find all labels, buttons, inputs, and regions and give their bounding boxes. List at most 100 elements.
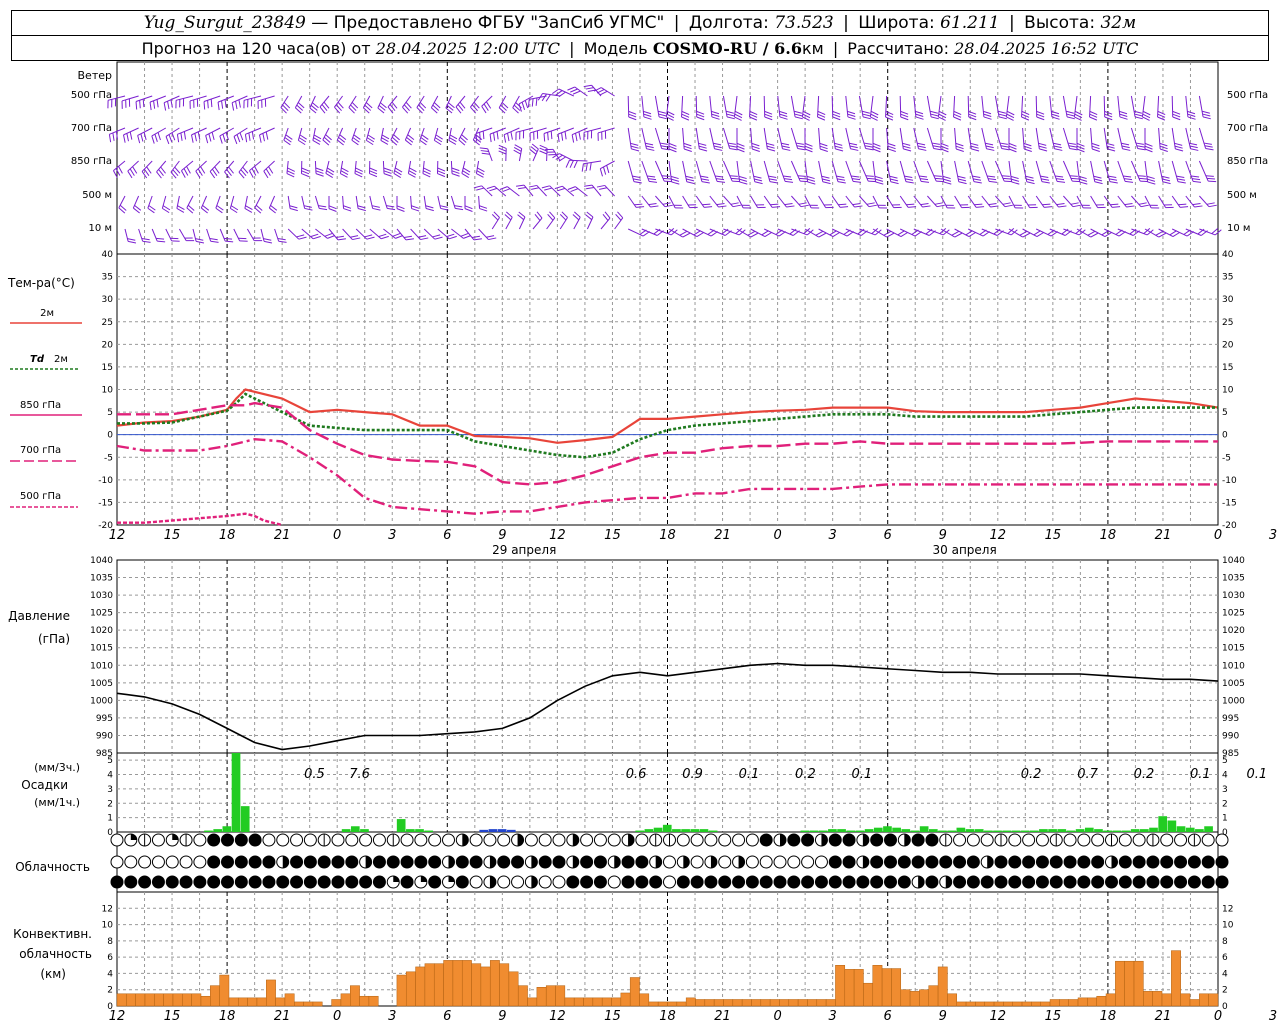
wind-barb-shaft	[1073, 95, 1078, 117]
wind-barb-feather	[1136, 145, 1145, 148]
wind-barb-feather	[133, 207, 140, 214]
wind-barb-feather	[543, 133, 546, 142]
conv-bar	[405, 971, 416, 1007]
wind-barb-shaft	[487, 148, 493, 162]
wind-barb-feather	[915, 113, 924, 118]
wind-barb-feather	[531, 187, 540, 190]
wind-barb-feather	[887, 145, 896, 150]
wind-barb-feather	[211, 131, 215, 140]
time-tick-label: 0	[1214, 528, 1222, 543]
cloud-octa-symbol	[1132, 875, 1146, 889]
wind-barb-feather	[446, 104, 454, 111]
wind-barb-feather	[599, 187, 608, 190]
precip-rain-bar	[1039, 829, 1048, 832]
precip-rain-bar	[1011, 830, 1021, 832]
temp-ytick-left: 10	[102, 386, 114, 396]
conv-bar	[825, 999, 836, 1007]
wind-barb-feather	[1208, 204, 1217, 208]
precip-rain-bar	[974, 829, 984, 832]
wind-barb-shaft	[668, 195, 676, 209]
wind-barb-feather	[933, 148, 942, 151]
wind-barb-feather	[158, 169, 164, 177]
precip-unit-3h: (мм/3ч.)	[34, 761, 80, 774]
cloud-octa-symbol	[884, 855, 897, 869]
wind-barb-shaft	[869, 95, 874, 117]
wind-barb-feather	[534, 213, 541, 221]
wind-barb-feather	[615, 213, 622, 221]
wind-barb-shaft	[478, 228, 489, 240]
wind-barb-shaft	[995, 195, 1006, 208]
cloud-octa-symbol	[524, 833, 538, 847]
wind-barb-shaft	[600, 87, 615, 97]
wind-barb-feather	[240, 169, 247, 177]
wind-barb-feather	[141, 238, 150, 241]
wind-barb-feather	[380, 140, 389, 145]
conv-bar	[350, 985, 360, 1007]
temp-ytick-right: 20	[1222, 340, 1234, 350]
pressure-ytick-left: 1010	[90, 661, 113, 671]
wind-barb-feather	[659, 142, 668, 145]
temp-ytick-left: 20	[102, 340, 114, 350]
conv-bar	[368, 995, 379, 1007]
wind-barb-shaft	[1130, 95, 1136, 117]
cloud-octa-symbol	[1063, 875, 1077, 889]
wind-barb-feather	[696, 231, 705, 238]
cloud-octa-symbol	[248, 833, 262, 847]
wind-barb-shaft	[464, 228, 475, 241]
wind-barb-feather	[968, 110, 977, 115]
wind-barb-feather	[195, 170, 201, 179]
wind-barb-feather	[725, 110, 734, 114]
wind-barb-feather	[387, 106, 394, 114]
wind-barb-feather	[517, 214, 525, 221]
wind-barb-shaft	[532, 217, 543, 230]
time-tick-label: 18	[219, 528, 236, 543]
wind-barb-feather	[1142, 110, 1151, 116]
precip-rain-bar	[644, 829, 654, 832]
wind-barb-shaft	[1103, 127, 1108, 149]
precip-rain-bar	[1057, 829, 1067, 832]
precip-rain-bar	[635, 830, 645, 832]
wind-barb-feather	[1040, 175, 1049, 179]
time-tick-label: 15	[604, 1009, 621, 1024]
wind-barb-shaft	[967, 228, 984, 237]
wind-barb-shaft	[186, 195, 194, 209]
conv-ytick-left: 6	[107, 953, 113, 963]
wind-barb-feather	[405, 139, 412, 146]
wind-barb-feather	[730, 202, 739, 205]
wind-barb-shaft	[419, 127, 425, 141]
wind-barb-feather	[433, 102, 441, 109]
td-line	[117, 392, 1218, 459]
wind-barb-feather	[194, 133, 197, 142]
wind-barb-feather	[716, 180, 726, 183]
wind-barb-feather	[366, 137, 375, 143]
wind-barb-feather	[632, 175, 641, 179]
wind-barb-shaft	[301, 195, 306, 209]
wind-barb-feather	[866, 177, 876, 180]
model-name: COSMO-RU / 6.6	[652, 39, 802, 58]
wind-barb-shaft	[1185, 228, 1202, 236]
precip-rain-bar	[699, 829, 709, 832]
wind-barb-feather	[930, 113, 939, 117]
conv-bar	[191, 993, 202, 1007]
wind-barb-feather	[392, 232, 401, 237]
time-tick-label: 0	[773, 528, 781, 543]
precip-rain-bar	[892, 827, 901, 832]
wind-barb-shaft	[151, 127, 167, 137]
precip-rain-bar	[1130, 829, 1140, 832]
wind-barb-feather	[834, 145, 843, 149]
time-tick-label: 6	[884, 528, 892, 543]
time-tick-label: 21	[274, 528, 291, 543]
wind-barb-feather	[766, 142, 775, 146]
wind-barb-shaft	[448, 127, 452, 141]
wind-barb-feather	[1006, 110, 1015, 116]
wind-barb-feather	[224, 237, 233, 240]
wind-barb-shaft	[314, 195, 320, 209]
wind-barb-feather	[318, 205, 327, 208]
wind-barb-feather	[265, 168, 271, 176]
cloud-octa-symbol	[414, 855, 428, 869]
conv-bar	[517, 985, 528, 1007]
wind-barb-feather	[617, 211, 624, 219]
conv-bar	[1133, 960, 1144, 1007]
wind-barb-feather	[794, 116, 803, 120]
wind-barb-shaft	[260, 228, 265, 242]
